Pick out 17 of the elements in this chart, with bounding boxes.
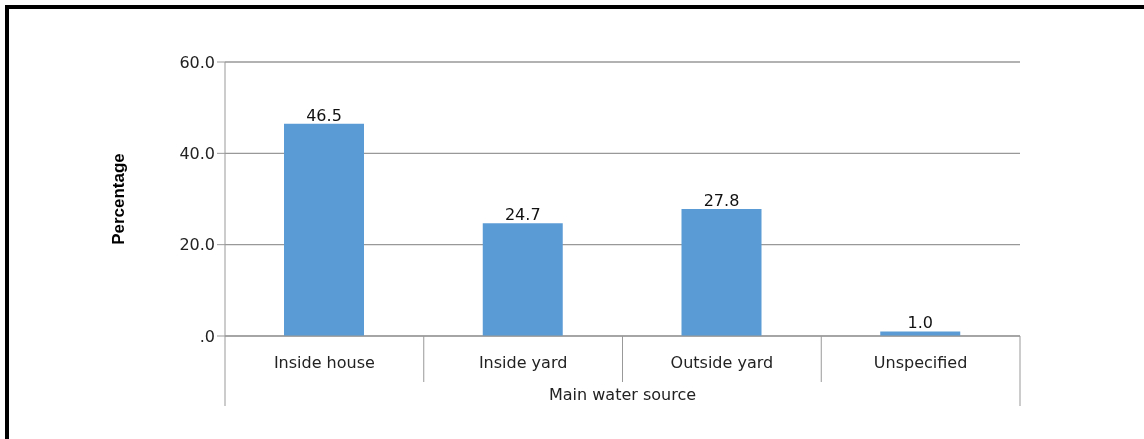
y-tick-label: 40.0	[179, 144, 215, 164]
bar	[284, 123, 364, 336]
x-tick-label: Outside yard	[670, 353, 774, 372]
y-tick-label: 60.0	[179, 52, 215, 72]
y-tick-label: 20.0	[179, 235, 215, 255]
x-tick-label: Unspecified	[873, 353, 968, 372]
x-tick-label: Inside house	[273, 353, 375, 372]
x-axis-title: Main water source	[548, 385, 697, 404]
data-label: 27.8	[703, 191, 740, 211]
x-tick-label: Inside yard	[478, 353, 568, 372]
data-label: 1.0	[907, 313, 933, 333]
data-label: 24.7	[504, 205, 541, 225]
y-axis-title: Percentage	[109, 153, 129, 245]
bar	[681, 209, 762, 336]
bar	[482, 223, 563, 336]
data-label: 46.5	[306, 105, 342, 125]
y-tick-label: .0	[199, 326, 215, 346]
